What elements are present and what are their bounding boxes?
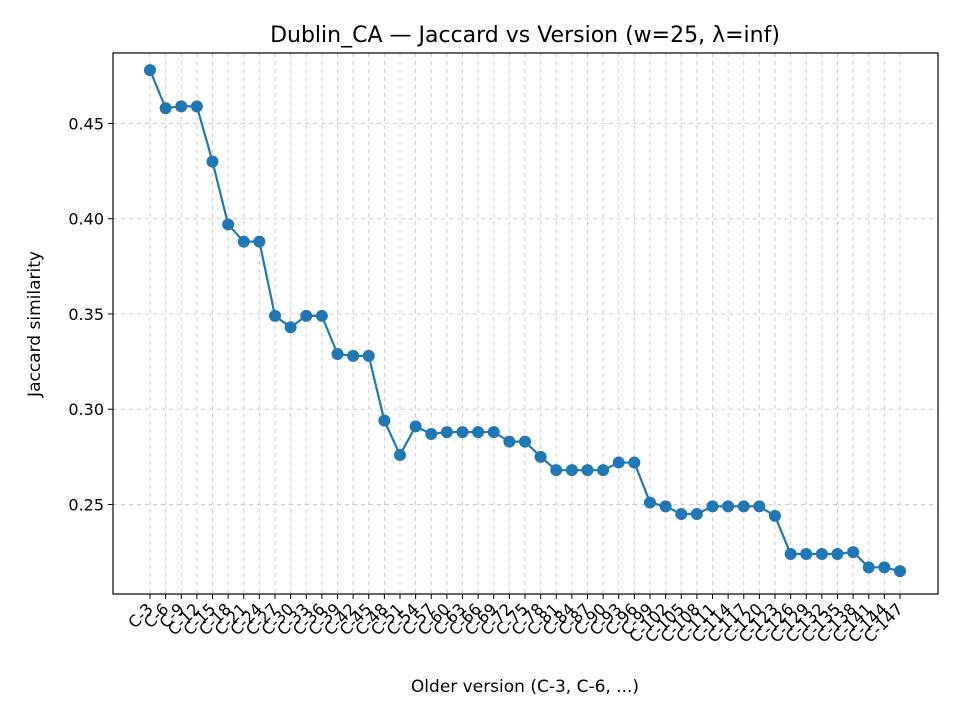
data-point [472, 426, 485, 439]
data-point [722, 500, 735, 513]
data-point [378, 414, 391, 427]
data-point [847, 546, 860, 559]
y-tick-label: 0.30 [68, 400, 104, 419]
data-point [706, 500, 719, 513]
data-point [394, 448, 406, 461]
data-point [894, 565, 906, 578]
data-point [769, 509, 781, 522]
y-tick-label: 0.40 [68, 210, 104, 229]
data-point [456, 426, 469, 439]
data-point [362, 349, 375, 362]
data-point [690, 507, 703, 520]
x-axis-label: Older version (C-3, C-6, ...) [411, 677, 639, 697]
data-point [675, 507, 688, 520]
data-point [190, 100, 203, 113]
data-point [159, 102, 172, 115]
data-point [300, 309, 313, 322]
x-axis: C-3C-6C-9C-12C-15C-18C-21C-24C-27C-30C-3… [124, 594, 907, 646]
y-tick-label: 0.25 [68, 495, 104, 514]
data-point [206, 155, 219, 168]
data-point [253, 235, 266, 248]
data-point [503, 435, 516, 448]
data-point [784, 547, 797, 560]
series-layer [144, 64, 906, 578]
data-point [315, 309, 328, 322]
grid [113, 53, 938, 594]
data-point [628, 456, 641, 469]
data-point [409, 420, 422, 433]
data-point [425, 427, 438, 440]
data-point [831, 547, 844, 560]
data-point [878, 561, 891, 574]
data-point [753, 500, 766, 513]
data-point [237, 235, 250, 248]
data-point [269, 309, 281, 322]
data-point [175, 100, 188, 113]
data-point [550, 464, 563, 477]
chart-title: Dublin_CA — Jaccard vs Version (w=25, λ=… [270, 23, 780, 48]
data-point [581, 464, 594, 477]
data-point [644, 496, 656, 509]
data-point [519, 435, 531, 448]
y-axis: 0.25 0.30 0.35 0.40 0.45 [68, 114, 113, 514]
data-point [284, 321, 297, 334]
data-point [347, 349, 360, 362]
data-point [862, 561, 875, 574]
data-point [222, 218, 235, 231]
y-tick-label: 0.35 [68, 305, 104, 324]
data-point [440, 426, 453, 439]
data-point [487, 426, 500, 439]
data-point [800, 547, 813, 560]
data-point [612, 456, 625, 469]
data-point [565, 464, 578, 477]
data-point [144, 64, 156, 77]
data-point [597, 464, 610, 477]
data-point [331, 347, 344, 360]
y-tick-label: 0.45 [68, 114, 104, 133]
data-point [737, 500, 750, 513]
data-point [815, 547, 828, 560]
data-point [659, 500, 672, 513]
y-axis-label: Jaccard similarity [25, 251, 45, 398]
data-point [534, 450, 547, 463]
